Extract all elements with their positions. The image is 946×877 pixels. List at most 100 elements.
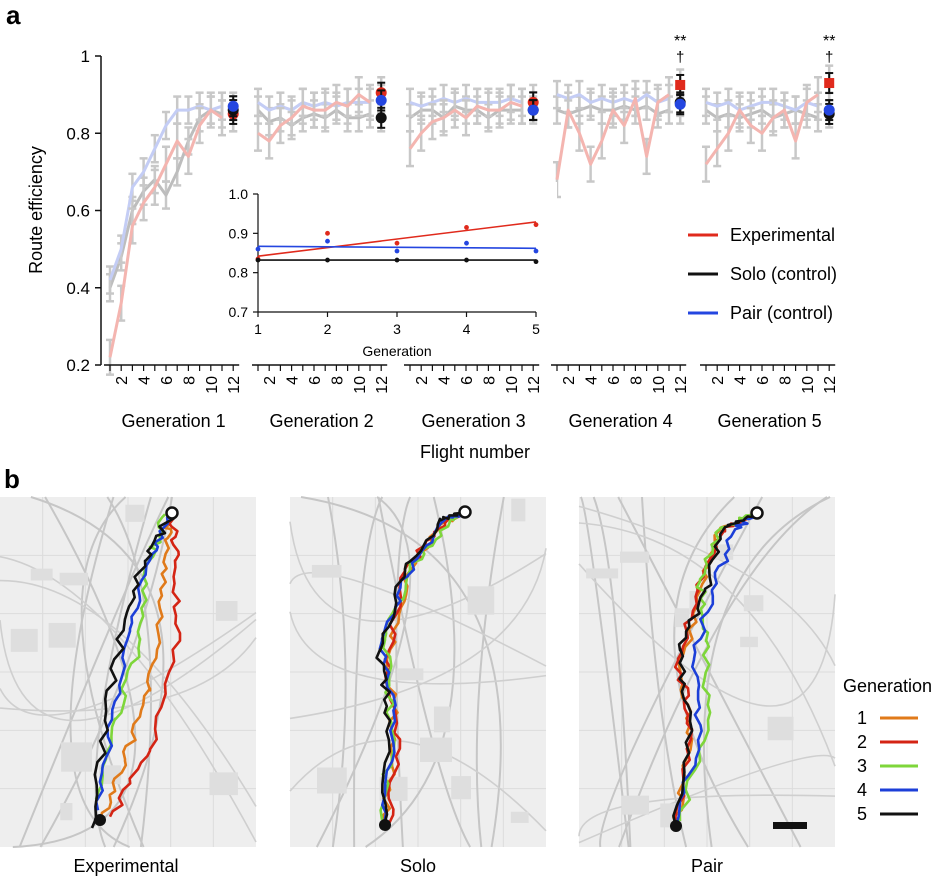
map-town-area [99,765,122,785]
inset-y-tick-label: 1.0 [229,186,249,202]
x-tick-label: 10 [800,376,817,394]
inset-point [394,240,400,246]
y-axis-label: Route efficiency [26,146,46,274]
map-town-area [451,776,471,800]
x-tick-label: 12 [673,376,690,394]
inset-point [533,259,539,265]
map-town-area [586,568,619,579]
generation-legend-label: 2 [857,732,867,752]
map-road [578,522,836,767]
group-label: Generation 4 [569,411,673,431]
map-town-area [10,628,38,652]
map-road [673,496,749,848]
x-tick-label: 4 [285,376,302,385]
legend-label-experimental: Experimental [730,225,835,245]
inset-x-tick-label: 1 [254,321,262,337]
map-road [106,496,152,848]
inset-background [212,182,557,360]
x-tick-label: 10 [204,376,221,394]
map-town-area [30,568,53,581]
map-town-area [396,668,424,681]
inset-ticks: 0.7 0.8 0.9 1.0 1 2 3 4 5 [229,186,541,337]
panel-b-label: b [4,464,20,494]
x-tick-label: 2 [114,376,131,385]
final-point-pair [674,98,686,110]
series-line-experimental [704,93,819,166]
map-road [0,637,257,712]
significance-stars: ** [823,33,835,50]
map-road [395,496,412,848]
x-ticks: 2 4 6 8 10 12 2 4 6 8 10 12 2 4 6 8 10 12 2 4 6 8 10 12 2 4 6 8 10 12 [104,364,839,394]
x-tick-label: 2 [414,376,431,385]
series-line-experimental [408,100,523,150]
y-tick-label: 0.6 [66,202,90,221]
significance-dagger: † [676,49,684,66]
map-road [0,618,257,722]
route-maps [0,496,836,848]
inset-series-layer [255,221,539,265]
map-road [377,496,472,848]
significance-dagger: † [825,49,833,66]
x-tick-label: 2 [262,376,279,385]
map-road [315,496,412,848]
route-generation-4 [674,511,760,827]
map-road [0,579,257,807]
inset-x-tick-label: 4 [463,321,471,337]
inset-x-tick-label: 3 [393,321,401,337]
main-series-layer [106,64,835,376]
x-tick-label: 4 [584,376,601,385]
final-point-solo [375,112,387,124]
map-road [0,611,257,716]
x-tick-label: 4 [437,376,454,385]
y-ticks: 0.2 0.4 0.6 0.8 1 [66,47,101,375]
home-loft-marker [750,506,764,520]
map-title-experimental: Experimental [73,856,178,876]
series-line-pair [705,100,819,112]
generation-legend-label: 3 [857,756,867,776]
map-town-area [740,636,758,648]
y-tick-label: 1 [81,47,90,66]
x-tick-label: 6 [459,376,476,385]
x-tick-label: 10 [651,376,668,394]
x-tick-label: 10 [504,376,521,394]
final-point-pair [527,104,539,116]
x-tick-label: 2 [710,376,727,385]
inset-point [533,222,539,228]
x-tick-label: 8 [628,376,645,385]
x-tick-label: 8 [181,376,198,385]
final-point-experimental [675,79,686,90]
home-loft-marker [165,506,179,520]
map-road [69,496,130,848]
x-tick-label: 4 [137,376,154,385]
route-generation-2 [108,513,182,818]
y-tick-label: 0.4 [66,279,90,298]
inset-point [464,240,469,246]
generation-legend: Generation 1 2 3 4 5 [843,676,932,824]
map-title-pair: Pair [691,856,723,876]
map-road [12,496,137,848]
x-tick-label: 12 [822,376,839,394]
inset-point [325,230,330,236]
series-line-solo [108,108,223,289]
series-line-experimental [257,93,371,143]
final-point-pair [227,100,239,112]
scale-bar [773,822,807,829]
map-town-area [59,572,89,586]
x-tick-label: 10 [352,376,369,394]
release-site-marker [94,814,106,826]
generation-legend-label: 1 [857,708,867,728]
map-town-area [767,716,794,741]
generation-legend-title: Generation [843,676,932,696]
map-town-area [621,795,650,815]
series-line-experimental [108,108,223,358]
map-town-area [743,595,764,612]
map-road [618,496,828,848]
inset-x-tick-label: 5 [532,321,540,337]
x-tick-label: 8 [329,376,346,385]
series-legend: Experimental Solo (control) Pair (contro… [688,225,837,323]
inset-x-axis-label: Generation [362,343,431,359]
route-generation-5 [90,511,175,829]
map-town-area [61,742,92,772]
x-tick-label: 12 [526,376,543,394]
